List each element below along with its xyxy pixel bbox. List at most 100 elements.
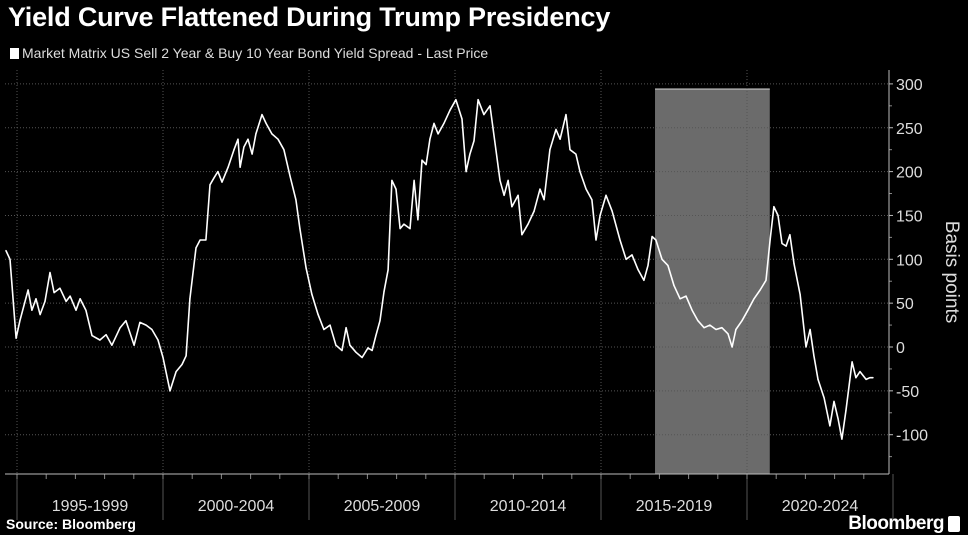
data-point (209, 184, 211, 186)
data-point (841, 438, 843, 440)
data-point (591, 199, 593, 201)
data-point (865, 378, 867, 381)
x-tick-label: 1995-1999 (52, 498, 129, 515)
data-point (735, 328, 737, 331)
data-point (765, 279, 767, 281)
data-point (391, 179, 393, 181)
data-point (769, 239, 771, 241)
data-point (367, 347, 369, 349)
data-point (425, 163, 427, 166)
data-point (473, 140, 475, 142)
data-point (813, 355, 815, 357)
data-point (283, 149, 285, 151)
data-point (697, 320, 699, 322)
data-point (543, 199, 545, 201)
y-tick-label: 50 (896, 296, 914, 313)
data-point (305, 267, 307, 269)
bloomberg-logo: Bloomberg (848, 513, 960, 535)
bloomberg-terminal-icon (948, 516, 960, 532)
data-point (575, 153, 577, 155)
data-point (395, 188, 397, 190)
data-point (9, 258, 11, 260)
data-point (499, 179, 501, 181)
data-point (105, 334, 107, 336)
data-point (239, 166, 241, 168)
data-point (631, 254, 633, 256)
data-point (793, 263, 795, 265)
data-point (35, 298, 37, 300)
data-point (829, 425, 831, 427)
data-point (753, 298, 755, 300)
data-point (133, 344, 135, 346)
data-point (643, 279, 645, 281)
data-point (243, 146, 245, 148)
data-point (773, 206, 775, 208)
legend-swatch (10, 47, 19, 59)
data-point (355, 351, 357, 353)
x-tick-label: 2010-2014 (490, 498, 567, 515)
data-point (255, 133, 257, 135)
data-point (417, 219, 419, 221)
data-point (409, 228, 411, 230)
y-tick-label: 150 (896, 208, 923, 225)
data-point (151, 328, 153, 331)
data-point (837, 418, 839, 420)
data-point (785, 245, 787, 247)
data-point (175, 370, 177, 373)
data-point (579, 171, 581, 173)
data-point (39, 313, 41, 316)
data-point (387, 269, 389, 271)
data-point (715, 328, 717, 331)
data-point (685, 295, 687, 297)
data-point (335, 344, 337, 346)
data-point (379, 320, 381, 322)
brand-name: Bloomberg (848, 513, 944, 534)
data-point (655, 239, 657, 241)
y-axis-label: Basis points (941, 221, 962, 323)
data-point (75, 309, 77, 311)
data-point (455, 99, 457, 101)
data-point (859, 370, 861, 373)
data-point (53, 292, 55, 294)
data-point (247, 138, 249, 140)
data-point (345, 327, 347, 329)
data-point (805, 346, 807, 348)
data-point (145, 324, 147, 326)
data-point (647, 264, 649, 267)
data-point (619, 239, 621, 241)
data-point (503, 194, 505, 196)
data-point (845, 409, 847, 411)
data-point (605, 194, 607, 196)
source-note: Source: Bloomberg (6, 516, 136, 532)
data-point (233, 149, 235, 151)
data-point (361, 356, 363, 359)
data-point (341, 349, 343, 352)
data-point (199, 239, 201, 241)
data-point (449, 109, 451, 111)
data-point (759, 289, 761, 291)
data-point (667, 264, 669, 267)
data-point (185, 355, 187, 357)
data-point (91, 334, 93, 337)
data-point (565, 113, 567, 116)
data-point (477, 99, 479, 101)
data-point (65, 300, 67, 302)
data-point (495, 149, 497, 151)
data-point (651, 235, 653, 238)
data-point (823, 397, 825, 399)
data-point (375, 334, 377, 337)
data-point (855, 377, 857, 379)
data-point (721, 327, 723, 329)
data-point (227, 166, 229, 168)
data-point (119, 327, 121, 329)
x-tick-label: 2005-2009 (344, 498, 421, 515)
data-point (521, 234, 523, 236)
data-point (99, 339, 101, 341)
data-point (559, 138, 561, 140)
data-point (317, 313, 319, 316)
data-point (869, 377, 871, 379)
data-point (789, 234, 791, 236)
y-tick-label: 0 (896, 340, 905, 357)
data-point (213, 177, 215, 179)
